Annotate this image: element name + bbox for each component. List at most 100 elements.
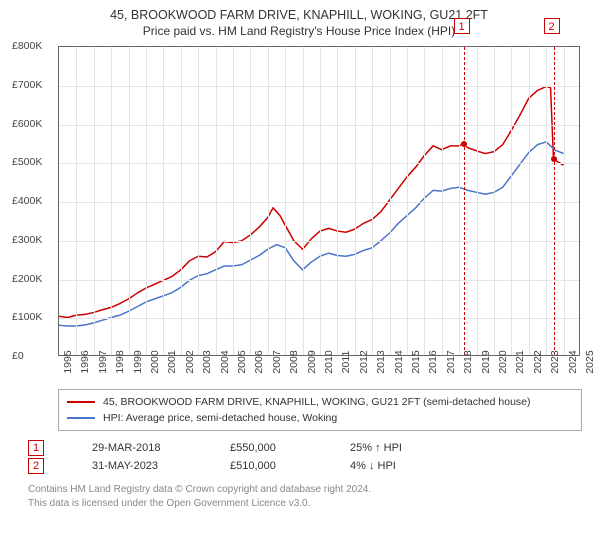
gridline-y [59,241,579,242]
x-axis-label: 2000 [149,350,161,373]
legend-line-icon [67,417,95,419]
x-axis-label: 2007 [271,350,283,373]
marker-line [464,47,465,355]
x-axis-label: 2012 [358,350,370,373]
gridline-x [546,47,547,355]
x-axis-label: 1995 [62,350,74,373]
x-axis-label: 1996 [79,350,91,373]
gridline-x [407,47,408,355]
gridline-x [129,47,130,355]
plot-area [58,46,580,356]
y-axis-label: £200K [12,273,52,285]
x-axis-label: 2023 [549,350,561,373]
gridline-x [355,47,356,355]
table-row: 1 29-MAR-2018 £550,000 25% ↑ HPI [28,439,590,457]
y-axis-label: £400K [12,195,52,207]
transaction-delta: 25% ↑ HPI [350,442,430,454]
footer-line: Contains HM Land Registry data © Crown c… [28,483,590,497]
transaction-delta: 4% ↓ HPI [350,460,430,472]
gridline-x [181,47,182,355]
gridline-x [198,47,199,355]
x-axis-label: 2003 [201,350,213,373]
x-axis-label: 2011 [340,351,352,374]
gridline-x [564,47,565,355]
x-axis-label: 2002 [184,350,196,373]
gridline-x [146,47,147,355]
x-axis-label: 2021 [514,350,526,373]
x-axis-label: 2004 [219,350,231,373]
transaction-date: 31-MAY-2023 [92,460,182,472]
x-axis-label: 1999 [132,350,144,373]
y-axis-label: £300K [12,234,52,246]
gridline-y [59,125,579,126]
gridline-x [529,47,530,355]
x-axis-label: 2017 [445,350,457,373]
gridline-x [233,47,234,355]
x-axis-label: 2020 [497,350,509,373]
x-axis-label: 2024 [567,350,579,373]
gridline-x [372,47,373,355]
gridline-x [285,47,286,355]
x-axis-label: 2014 [393,350,405,373]
x-axis-label: 2008 [288,350,300,373]
gridline-y [59,86,579,87]
gridline-y [59,202,579,203]
gridline-x [320,47,321,355]
gridline-x [163,47,164,355]
legend-label: HPI: Average price, semi-detached house,… [103,412,337,424]
x-axis-label: 2001 [166,350,178,373]
gridline-x [337,47,338,355]
gridline-x [511,47,512,355]
gridline-x [216,47,217,355]
x-axis-label: 2018 [462,350,474,373]
marker-badge: 1 [454,18,470,34]
legend-row-hpi: HPI: Average price, semi-detached house,… [67,410,573,426]
marker-badge: 2 [544,18,560,34]
table-row: 2 31-MAY-2023 £510,000 4% ↓ HPI [28,457,590,475]
transaction-price: £510,000 [230,460,302,472]
sale-point-icon [551,156,557,162]
y-axis-label: £600K [12,118,52,130]
gridline-y [59,318,579,319]
gridline-y [59,280,579,281]
gridline-x [111,47,112,355]
gridline-x [76,47,77,355]
transaction-price: £550,000 [230,442,302,454]
gridline-x [250,47,251,355]
x-axis-label: 2005 [236,350,248,373]
gridline-x [477,47,478,355]
footer: Contains HM Land Registry data © Crown c… [28,483,590,510]
gridline-y [59,163,579,164]
y-axis-label: £0 [12,350,52,362]
x-axis-label: 2019 [480,350,492,373]
legend: 45, BROOKWOOD FARM DRIVE, KNAPHILL, WOKI… [58,389,582,431]
x-axis-label: 2016 [427,350,439,373]
footer-line: This data is licensed under the Open Gov… [28,497,590,511]
y-axis-label: £100K [12,311,52,323]
gridline-x [442,47,443,355]
chart-area: £0£100K£200K£300K£400K£500K£600K£700K£80… [14,46,588,386]
gridline-x [94,47,95,355]
x-axis-label: 2009 [306,350,318,373]
marker-line [554,47,555,355]
x-axis-label: 2015 [410,350,422,373]
gridline-x [390,47,391,355]
chart-container: 45, BROOKWOOD FARM DRIVE, KNAPHILL, WOKI… [0,0,600,560]
x-axis-label: 2010 [323,350,335,373]
transactions-table: 1 29-MAR-2018 £550,000 25% ↑ HPI 2 31-MA… [28,439,590,475]
gridline-x [424,47,425,355]
x-axis-label: 2006 [253,350,265,373]
series-line-hpi [59,142,564,326]
x-axis-label: 1998 [114,350,126,373]
legend-row-property: 45, BROOKWOOD FARM DRIVE, KNAPHILL, WOKI… [67,394,573,410]
y-axis-label: £700K [12,79,52,91]
sale-point-icon [461,141,467,147]
x-axis-label: 1997 [97,350,109,373]
legend-label: 45, BROOKWOOD FARM DRIVE, KNAPHILL, WOKI… [103,396,531,408]
transaction-badge: 1 [28,440,44,456]
page-title: 45, BROOKWOOD FARM DRIVE, KNAPHILL, WOKI… [8,8,590,22]
gridline-x [303,47,304,355]
y-axis-label: £500K [12,156,52,168]
gridline-x [459,47,460,355]
page-subtitle: Price paid vs. HM Land Registry's House … [8,24,590,38]
